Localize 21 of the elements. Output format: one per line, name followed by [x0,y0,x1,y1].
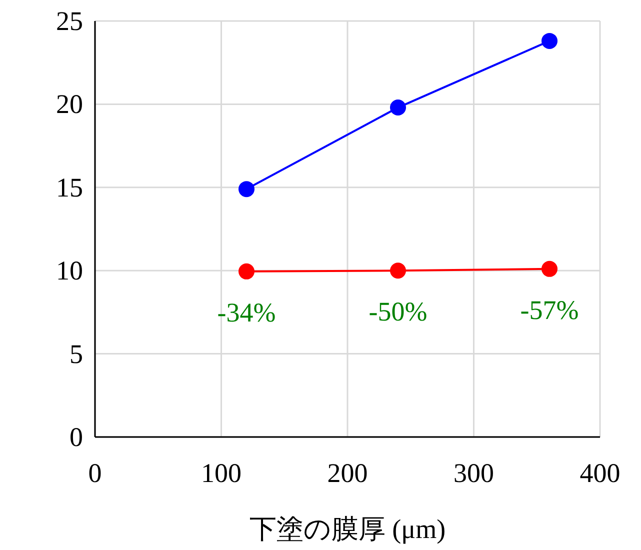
x-tick-label: 100 [201,458,242,488]
annotation: -57% [520,294,579,325]
y-tick-label: 25 [56,6,83,36]
point [238,263,254,280]
point [542,260,558,277]
x-tick-label: 300 [454,458,494,488]
point [390,100,406,116]
y-tick-label: 5 [70,338,83,369]
point [542,32,558,49]
y-tick-label: 15 [56,172,83,202]
y-tick-label: 10 [56,256,83,286]
annotation: -34% [217,297,276,328]
point [390,262,406,279]
annotation: -50% [368,296,428,327]
x-tick-label: 200 [327,458,368,488]
point [238,181,254,198]
x-tick-label: 0 [88,458,102,488]
x-axis-title: 下塗の膜厚 (μm) [249,514,446,544]
x-tick-label: 400 [580,458,620,488]
y-tick-label: 20 [56,89,83,120]
y-tick-label: 0 [70,422,83,452]
